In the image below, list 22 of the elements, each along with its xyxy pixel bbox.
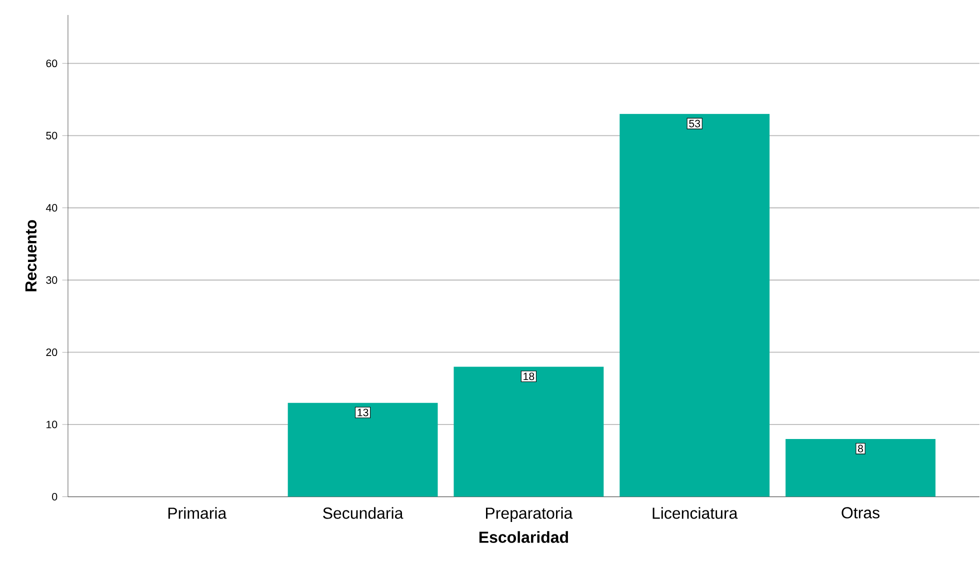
y-tick-label: 10 xyxy=(46,420,58,428)
data-label: 18 xyxy=(524,372,534,380)
y-axis-title: Recuento xyxy=(25,220,37,292)
y-tick-label: 0 xyxy=(52,493,58,501)
x-tick-label: Secundaria xyxy=(323,507,404,520)
y-tick-label: 40 xyxy=(46,204,58,212)
bar xyxy=(786,439,936,497)
data-label: 53 xyxy=(689,120,700,128)
y-tick-label: 20 xyxy=(46,348,58,356)
bar xyxy=(620,114,770,497)
x-tick-label: Licenciatura xyxy=(652,507,738,520)
x-tick-label: Otras xyxy=(842,507,880,519)
data-label: 13 xyxy=(358,408,368,416)
x-tick-label: Primaria xyxy=(168,507,227,520)
x-tick-label: Preparatoria xyxy=(486,507,573,522)
y-tick-label: 30 xyxy=(46,276,58,284)
x-axis-title: Escolaridad xyxy=(479,531,568,544)
y-tick-label: 60 xyxy=(46,60,58,68)
bar xyxy=(288,402,438,497)
bar xyxy=(454,366,604,497)
data-label: 8 xyxy=(858,444,864,453)
y-tick-label: 50 xyxy=(46,132,58,140)
